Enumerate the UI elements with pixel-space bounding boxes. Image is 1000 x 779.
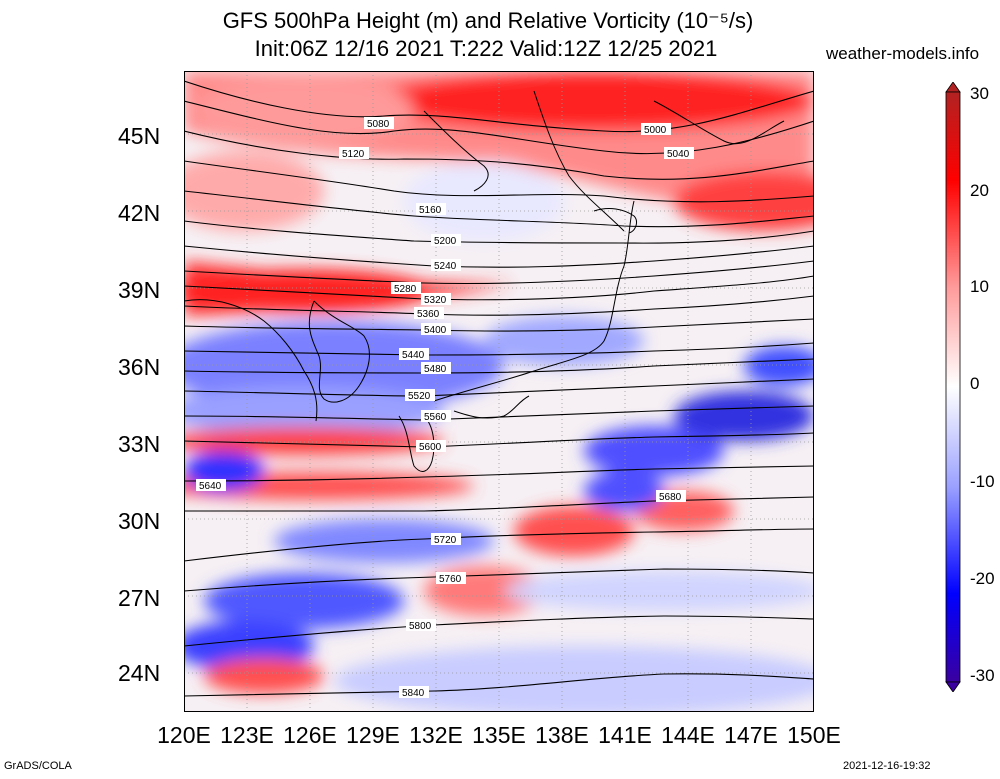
contour-label: 5440 <box>402 350 425 361</box>
contour-label: 5320 <box>424 295 447 306</box>
contour-label: 5360 <box>417 309 440 320</box>
chart-subtitle: Init:06Z 12/16 2021 T:222 Valid:12Z 12/2… <box>254 36 718 61</box>
lon-label: 150E <box>787 722 841 748</box>
lat-label: 24N <box>118 660 161 686</box>
colorbar-label: 20 <box>970 181 989 200</box>
contour-label: 5600 <box>419 442 442 453</box>
colorbar <box>945 82 961 692</box>
lon-label: 129E <box>346 722 400 748</box>
lon-label: 132E <box>409 722 463 748</box>
lat-label: 45N <box>118 123 161 149</box>
contour-label: 5720 <box>434 535 457 546</box>
contour-label: 5640 <box>199 481 222 492</box>
lat-label: 27N <box>118 585 161 611</box>
lat-label: 36N <box>118 354 161 380</box>
site-credit: weather-models.info <box>826 44 980 63</box>
contour-label: 5760 <box>439 574 462 585</box>
contour-label: 5480 <box>424 364 447 375</box>
colorbar-label: 0 <box>970 374 980 393</box>
contour-label: 5240 <box>434 261 457 272</box>
lon-label: 123E <box>220 722 274 748</box>
map-frame <box>184 71 814 712</box>
contour-label: 5840 <box>402 688 425 699</box>
contour-label: 5040 <box>667 149 690 160</box>
lon-label: 147E <box>724 722 778 748</box>
lon-label: 135E <box>472 722 526 748</box>
colorbar-label: -20 <box>970 569 995 588</box>
coastlines <box>184 90 785 472</box>
colorbar-label: -10 <box>970 472 995 491</box>
colorbar-label: 30 <box>970 84 989 103</box>
contour-label: 5520 <box>408 391 431 402</box>
contour-labels: 5000 5040 5080 5120 5160 5200 5240 5280 … <box>196 117 694 699</box>
colorbar-label: 10 <box>970 277 989 296</box>
contour-label: 5800 <box>409 621 432 632</box>
lat-label: 42N <box>118 200 161 226</box>
contour-label: 5400 <box>424 325 447 336</box>
lon-label: 144E <box>661 722 715 748</box>
map-panel: 5000 5040 5080 5120 5160 5200 5240 5280 … <box>184 71 814 712</box>
chart-title: GFS 500hPa Height (m) and Relative Vorti… <box>222 8 754 33</box>
lon-label: 138E <box>535 722 589 748</box>
contour-label: 5120 <box>342 149 365 160</box>
lat-label: 33N <box>118 431 161 457</box>
contour-label: 5280 <box>394 284 417 295</box>
graticule <box>184 71 814 712</box>
contour-label: 5000 <box>644 125 667 136</box>
contour-label: 5080 <box>367 119 390 130</box>
colorbar-label: -30 <box>970 666 995 685</box>
contour-label: 5160 <box>419 205 442 216</box>
footer-left: GrADS/COLA <box>4 760 72 772</box>
lon-label: 141E <box>598 722 652 748</box>
contour-label: 5200 <box>434 236 457 247</box>
height-contours <box>184 80 814 697</box>
lat-label: 30N <box>118 508 161 534</box>
lon-label: 120E <box>157 722 211 748</box>
footer-right: 2021-12-16-19:32 <box>843 760 931 772</box>
contour-label: 5560 <box>424 412 447 423</box>
contour-label: 5680 <box>659 492 682 503</box>
lat-label: 39N <box>118 277 161 303</box>
lon-label: 126E <box>283 722 337 748</box>
